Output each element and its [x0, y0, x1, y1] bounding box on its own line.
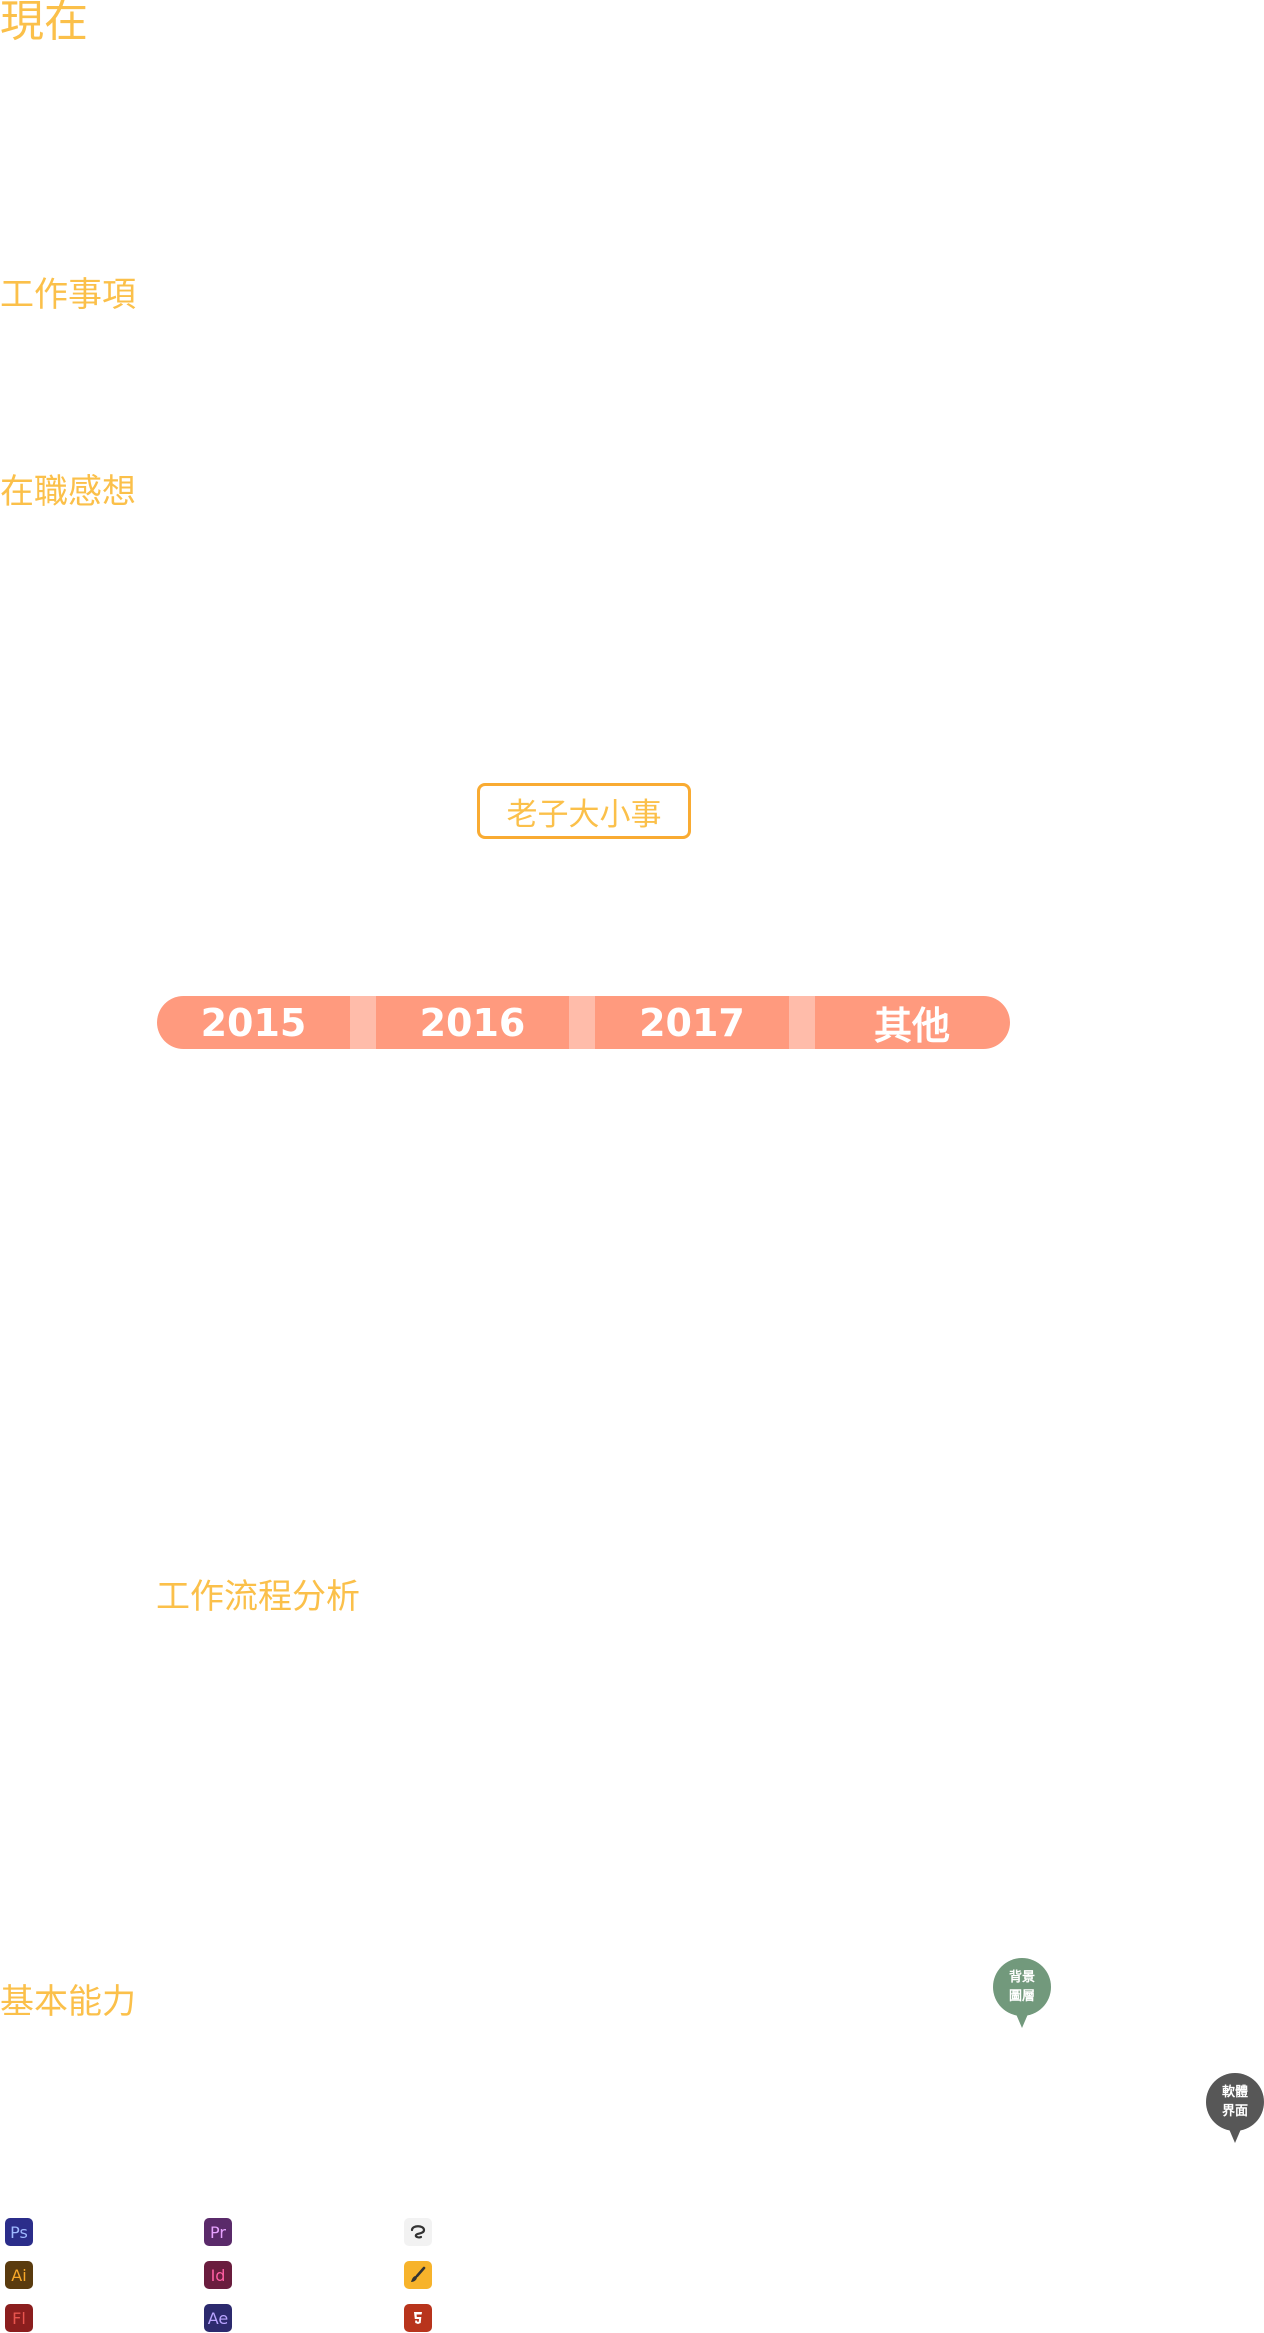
tab-separator [569, 996, 595, 1049]
after-effects-icon: Ae [204, 2304, 232, 2332]
background-layer-pin[interactable]: 背景 圖層 [993, 1958, 1051, 2016]
pin-label-line1: 軟體 [1221, 2085, 1248, 2100]
pin-label-line2: 界面 [1221, 2104, 1248, 2119]
premiere-icon: Pr [204, 2218, 232, 2246]
flash-icon: Fl [5, 2304, 33, 2332]
section-title-now: 現在 [0, 0, 88, 47]
tab-2015[interactable]: 2015 [200, 1000, 307, 1045]
illustrator-icon: Ai [5, 2261, 33, 2289]
pin-label-line1: 背景 [1008, 1970, 1035, 1985]
software-ui-pin[interactable]: 軟體 界面 [1206, 2073, 1264, 2131]
about-me-button[interactable]: 老子大小事 [477, 783, 691, 839]
section-title-work-items: 工作事項 [0, 275, 136, 315]
section-title-reflections: 在職感想 [0, 472, 136, 512]
html5-icon [404, 2304, 432, 2332]
tab-2016[interactable]: 2016 [419, 1000, 526, 1045]
indesign-icon: Id [204, 2261, 232, 2289]
tab-separator [789, 996, 815, 1049]
photoshop-icon: Ps [5, 2218, 33, 2246]
clip-studio-icon [404, 2218, 432, 2246]
tab-other[interactable]: 其他 [873, 1004, 950, 1048]
tab-separator [350, 996, 376, 1049]
brush-app-icon [404, 2261, 432, 2289]
tab-2017[interactable]: 2017 [639, 1000, 745, 1045]
section-title-workflow: 工作流程分析 [156, 1577, 360, 1617]
year-tab-bar: 2015 2016 2017 其他 [157, 996, 1010, 1049]
section-title-skills: 基本能力 [0, 1982, 136, 2022]
pin-label-line2: 圖層 [1008, 1989, 1035, 2004]
